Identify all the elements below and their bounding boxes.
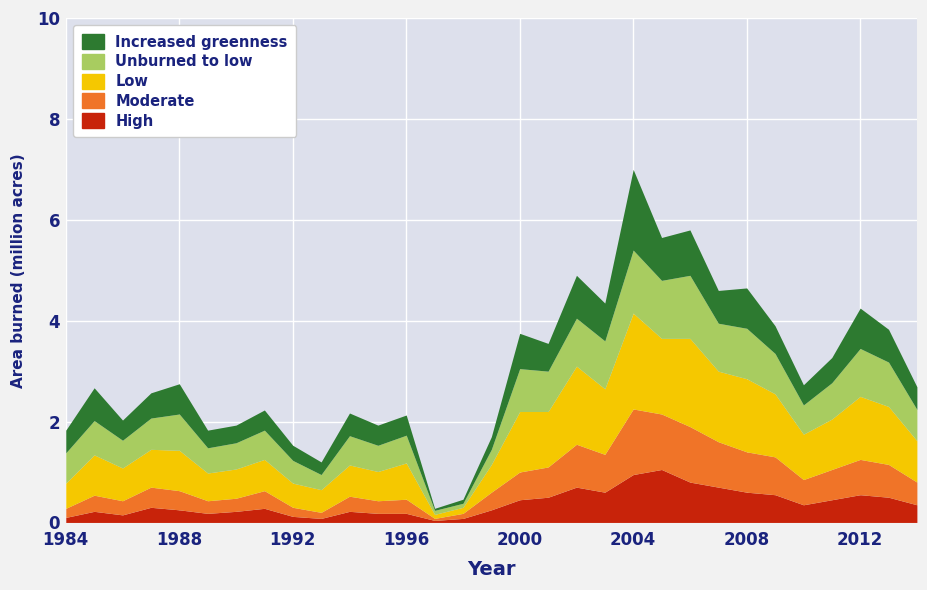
X-axis label: Year: Year [466, 560, 515, 579]
Y-axis label: Area burned (million acres): Area burned (million acres) [11, 153, 26, 388]
Legend: Increased greenness, Unburned to low, Low, Moderate, High: Increased greenness, Unburned to low, Lo… [73, 25, 296, 137]
